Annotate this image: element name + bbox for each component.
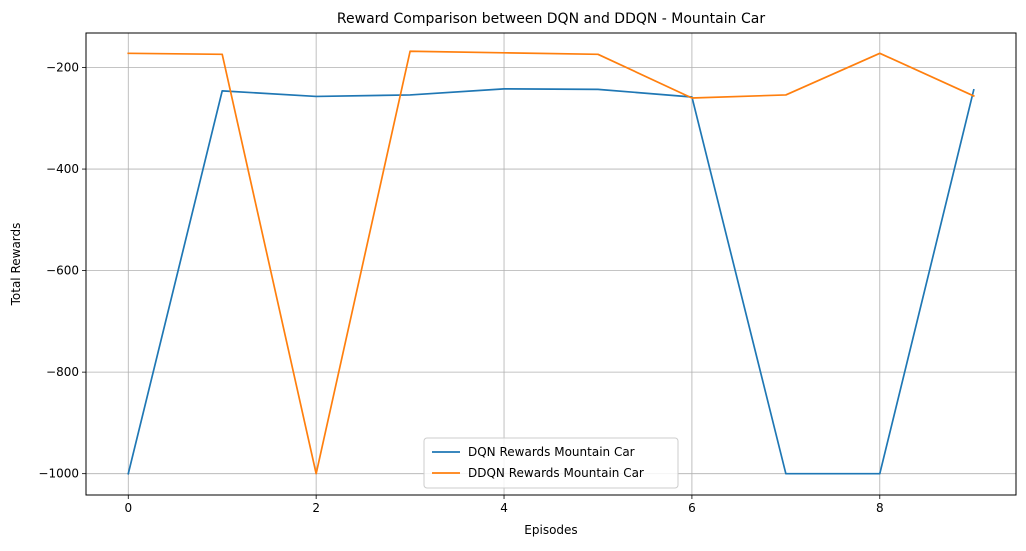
y-tick-label: −600	[46, 264, 79, 278]
series-line-ddqn	[127, 50, 975, 475]
x-tick-label: 0	[124, 501, 132, 515]
legend-label: DQN Rewards Mountain Car	[468, 445, 635, 459]
y-tick-label: −1000	[38, 467, 79, 481]
x-tick-label: 4	[500, 501, 508, 515]
legend-label: DDQN Rewards Mountain Car	[468, 466, 644, 480]
y-tick-label: −800	[46, 365, 79, 379]
x-axis-label: Episodes	[524, 523, 577, 537]
y-tick-label: −400	[46, 162, 79, 176]
axis-ticks: 0 2 4 6 8 −1000 −800 −600 −400 −200	[38, 61, 883, 515]
grid-lines	[86, 33, 1016, 495]
x-tick-label: 8	[876, 501, 884, 515]
legend: DQN Rewards Mountain Car DDQN Rewards Mou…	[423, 437, 679, 489]
series-line-dqn	[127, 87, 975, 475]
legend-box	[423, 437, 679, 489]
x-tick-label: 6	[688, 501, 696, 515]
x-tick-label: 2	[312, 501, 320, 515]
plot-frame	[85, 32, 1017, 496]
y-tick-label: −200	[46, 61, 79, 75]
series-lines	[127, 50, 975, 475]
y-axis-label: Total Rewards	[9, 223, 23, 307]
chart-title: Reward Comparison between DQN and DDQN -…	[337, 11, 765, 27]
